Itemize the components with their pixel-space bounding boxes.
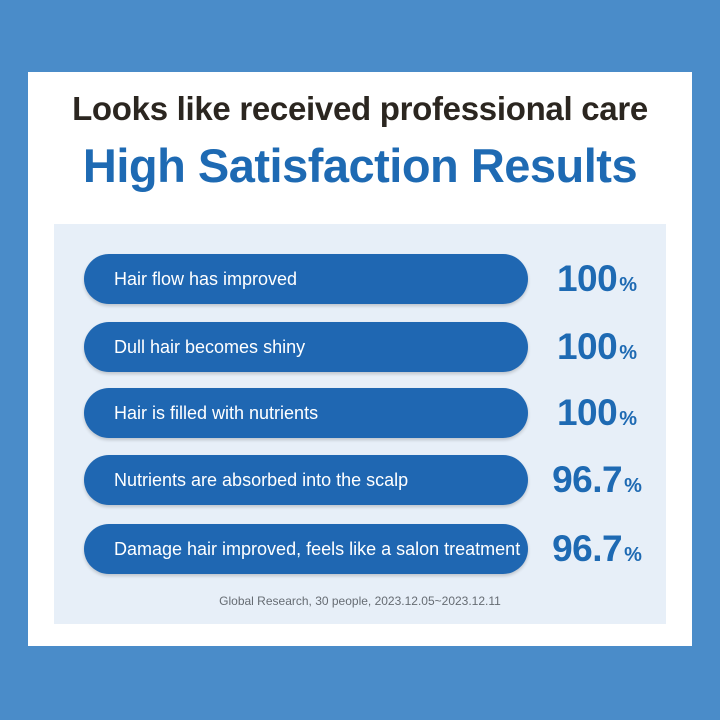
result-number: 96.7 (552, 459, 623, 500)
result-value: 96.7% (538, 455, 656, 505)
result-unit: % (619, 274, 638, 296)
result-unit: % (619, 342, 638, 364)
result-value: 96.7% (538, 524, 656, 574)
result-row: Dull hair becomes shiny 100% (84, 322, 656, 372)
result-row: Hair is filled with nutrients 100% (84, 388, 656, 438)
result-label: Hair flow has improved (84, 254, 528, 304)
results-card: Looks like received professional care Hi… (28, 72, 692, 646)
research-footnote: Global Research, 30 people, 2023.12.05~2… (219, 594, 501, 608)
result-row: Damage hair improved, feels like a salon… (84, 524, 656, 574)
result-unit: % (619, 408, 638, 430)
result-label: Nutrients are absorbed into the scalp (84, 455, 528, 505)
result-label: Dull hair becomes shiny (84, 322, 528, 372)
result-value: 100% (538, 254, 656, 304)
result-number: 100 (556, 326, 618, 367)
result-number: 100 (556, 392, 618, 433)
result-row: Nutrients are absorbed into the scalp 96… (84, 455, 656, 505)
result-number: 96.7 (552, 528, 623, 569)
result-label: Damage hair improved, feels like a salon… (84, 524, 528, 574)
result-label: Hair is filled with nutrients (84, 388, 528, 438)
results-panel: Hair flow has improved 100% Dull hair be… (54, 224, 666, 624)
page-title: High Satisfaction Results (82, 139, 638, 192)
result-number: 100 (556, 258, 618, 299)
result-row: Hair flow has improved 100% (84, 254, 656, 304)
result-value: 100% (538, 322, 656, 372)
result-unit: % (624, 544, 642, 566)
result-unit: % (624, 475, 642, 497)
result-value: 100% (538, 388, 656, 438)
subtitle: Looks like received professional care (72, 90, 648, 127)
